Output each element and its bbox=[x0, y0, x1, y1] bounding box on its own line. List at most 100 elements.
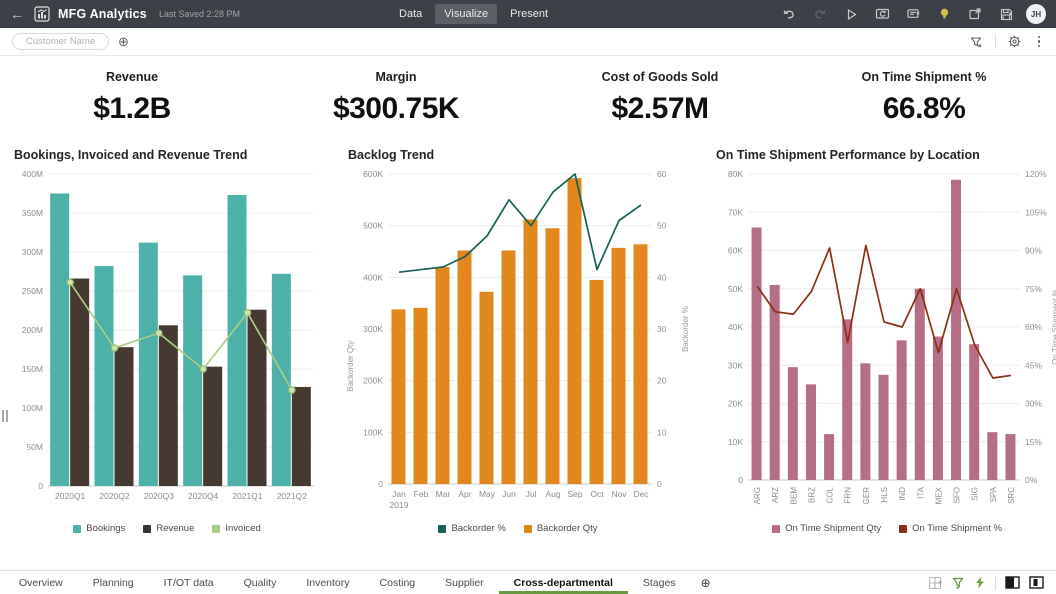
bar-bookings[interactable] bbox=[271, 273, 291, 486]
bar-on-time-shipment-qty[interactable] bbox=[805, 384, 816, 480]
add-canvas-icon[interactable]: ⊕ bbox=[700, 575, 711, 590]
right-panel-toggle-icon[interactable] bbox=[1029, 576, 1044, 589]
kpi-margin[interactable]: Margin $300.75K bbox=[264, 70, 528, 126]
bar-on-time-shipment-qty[interactable] bbox=[842, 319, 853, 480]
gear-icon[interactable] bbox=[1006, 33, 1024, 51]
bar-bookings[interactable] bbox=[183, 275, 203, 486]
bar-on-time-shipment-qty[interactable] bbox=[860, 363, 871, 480]
bar-on-time-shipment-qty[interactable] bbox=[751, 227, 762, 480]
line-marker[interactable] bbox=[288, 386, 296, 394]
tab-present[interactable]: Present bbox=[510, 8, 549, 20]
bar-revenue[interactable] bbox=[291, 386, 311, 486]
bar-on-time-shipment-qty[interactable] bbox=[914, 288, 925, 480]
tab-data[interactable]: Data bbox=[399, 8, 423, 20]
customer-name-filter[interactable]: Customer Name bbox=[12, 33, 109, 50]
bar-revenue[interactable] bbox=[203, 366, 223, 486]
bar-revenue[interactable] bbox=[114, 347, 134, 486]
bar-bookings[interactable] bbox=[94, 266, 114, 486]
auto-apply-lightning-icon[interactable] bbox=[974, 576, 986, 589]
active-filter-funnel-icon[interactable] bbox=[951, 576, 965, 590]
bar-revenue[interactable] bbox=[247, 309, 267, 486]
line-marker[interactable] bbox=[110, 344, 119, 352]
bar-on-time-shipment-qty[interactable] bbox=[969, 344, 980, 480]
canvas-tab-costing[interactable]: Costing bbox=[379, 576, 416, 589]
comment-caret-icon[interactable]: ▾ bbox=[916, 11, 920, 18]
bar-revenue[interactable] bbox=[70, 278, 90, 486]
bar-backorder-qty[interactable] bbox=[413, 307, 428, 484]
bookings-chart-canvas[interactable]: 400M 350M 300M 250M 200M 150M 100M 50M 0 2020Q1 20… bbox=[8, 164, 326, 516]
bar-on-time-shipment-qty[interactable] bbox=[787, 367, 798, 480]
bar-on-time-shipment-qty[interactable] bbox=[987, 432, 998, 480]
legend-item-backorder-qty[interactable]: Backorder Qty bbox=[523, 523, 598, 534]
line-marker[interactable] bbox=[66, 278, 74, 287]
legend-item-invoiced[interactable]: Invoiced bbox=[212, 523, 261, 534]
canvas-tab-inventory[interactable]: Inventory bbox=[306, 576, 350, 589]
bar-backorder-qty[interactable] bbox=[391, 309, 406, 484]
kpi-cogs[interactable]: Cost of Goods Sold $2.57M bbox=[528, 70, 792, 126]
user-avatar[interactable]: JH bbox=[1026, 4, 1046, 24]
insights-lightbulb-icon[interactable] bbox=[933, 4, 955, 24]
back-arrow-icon[interactable]: ← bbox=[10, 6, 24, 22]
canvas-tab-planning[interactable]: Planning bbox=[92, 576, 134, 589]
line-backorder-[interactable] bbox=[398, 173, 642, 274]
bar-backorder-qty[interactable] bbox=[479, 291, 494, 484]
kebab-menu-icon[interactable] bbox=[1034, 34, 1045, 50]
kpi-label: Margin bbox=[375, 70, 417, 84]
bar-bookings[interactable] bbox=[50, 193, 70, 487]
save-icon[interactable]: ▾ bbox=[995, 4, 1017, 24]
add-filter-icon[interactable]: ⊕ bbox=[118, 34, 129, 49]
bar-on-time-shipment-qty[interactable] bbox=[824, 434, 835, 480]
legend-item-on-time-shipment-[interactable]: On Time Shipment % bbox=[899, 523, 1002, 534]
canvas-tab-overview[interactable]: Overview bbox=[19, 576, 63, 589]
save-caret-icon[interactable]: ▾ bbox=[1008, 11, 1013, 18]
bar-bookings[interactable] bbox=[138, 242, 158, 486]
svg-text:45%: 45% bbox=[1025, 360, 1042, 370]
legend-item-revenue[interactable]: Revenue bbox=[143, 523, 194, 534]
bar-backorder-qty[interactable] bbox=[501, 250, 516, 484]
undo-icon[interactable] bbox=[778, 4, 800, 24]
bar-backorder-qty[interactable] bbox=[589, 279, 604, 484]
kpi-on-time-shipment[interactable]: On Time Shipment % 66.8% bbox=[792, 70, 1056, 126]
bar-revenue[interactable] bbox=[158, 325, 178, 486]
kpi-revenue[interactable]: Revenue $1.2B bbox=[0, 70, 264, 126]
backlog-chart-canvas[interactable]: 600K 60 500K 50 400K 40 300K 30 200K 20 100K 10 0 0 Ba… bbox=[342, 164, 694, 516]
tab-visualize[interactable]: Visualize bbox=[435, 4, 498, 24]
bar-backorder-qty[interactable] bbox=[435, 267, 450, 484]
present-play-icon[interactable] bbox=[840, 4, 862, 24]
line-marker[interactable] bbox=[155, 329, 163, 337]
bar-backorder-qty[interactable] bbox=[545, 228, 560, 484]
bar-on-time-shipment-qty[interactable] bbox=[769, 284, 780, 480]
canvas-layout-grid-icon[interactable]: ▾ bbox=[928, 576, 942, 590]
open-in-new-window-icon[interactable] bbox=[964, 4, 986, 24]
bar-on-time-shipment-qty[interactable] bbox=[951, 179, 962, 481]
layout-caret-icon[interactable]: ▾ bbox=[938, 579, 942, 587]
canvas-tab-stages[interactable]: Stages bbox=[642, 576, 676, 589]
legend-item-backorder-[interactable]: Backorder % bbox=[438, 523, 506, 534]
bar-backorder-qty[interactable] bbox=[567, 178, 582, 484]
refresh-data-icon[interactable] bbox=[871, 4, 893, 24]
bar-bookings[interactable] bbox=[227, 195, 247, 486]
bar-on-time-shipment-qty[interactable] bbox=[896, 340, 907, 480]
left-panel-toggle-icon[interactable] bbox=[1005, 576, 1020, 589]
bar-on-time-shipment-qty[interactable] bbox=[932, 336, 943, 480]
panel-drag-handle[interactable] bbox=[2, 410, 8, 422]
bar-on-time-shipment-qty[interactable] bbox=[1005, 434, 1016, 480]
bar-backorder-qty[interactable] bbox=[523, 219, 538, 484]
canvas-tab-it-ot-data[interactable]: IT/OT data bbox=[163, 576, 214, 589]
canvas-tab-cross-departmental[interactable]: Cross-departmental bbox=[499, 571, 628, 594]
legend-item-on-time-shipment-qty[interactable]: On Time Shipment Qty bbox=[772, 523, 881, 534]
filter-bar-funnel-icon[interactable] bbox=[967, 33, 985, 51]
line-marker[interactable] bbox=[199, 365, 207, 373]
shipment-chart-canvas[interactable]: 80K 120% 70K 105% 60K 90% 50K 75% 40K 60% 30K 45% 20… bbox=[710, 164, 1056, 516]
line-marker[interactable] bbox=[243, 309, 252, 317]
line-on-time-shipment-[interactable] bbox=[756, 244, 1012, 379]
bar-backorder-qty[interactable] bbox=[611, 247, 626, 484]
bar-backorder-qty[interactable] bbox=[457, 250, 472, 484]
comment-icon[interactable]: ▾ bbox=[902, 4, 924, 24]
legend-item-bookings[interactable]: Bookings bbox=[73, 523, 125, 534]
line-invoiced[interactable] bbox=[69, 281, 293, 391]
bar-on-time-shipment-qty[interactable] bbox=[878, 374, 889, 480]
bar-backorder-qty[interactable] bbox=[633, 244, 648, 484]
canvas-tab-quality[interactable]: Quality bbox=[243, 576, 277, 589]
canvas-tab-supplier[interactable]: Supplier bbox=[445, 576, 484, 589]
